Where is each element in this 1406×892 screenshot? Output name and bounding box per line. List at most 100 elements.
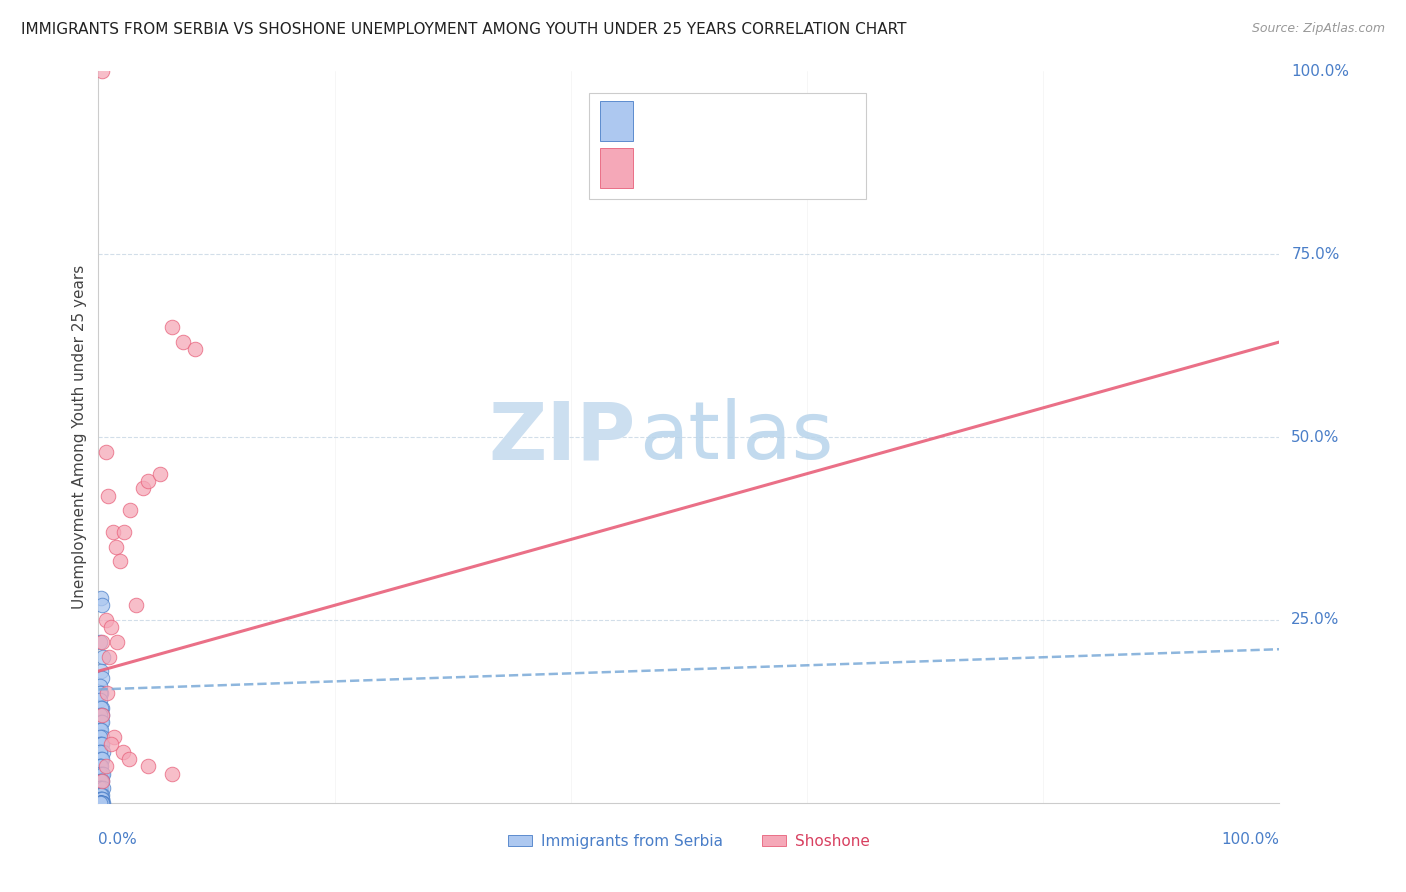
Point — [149, 467, 172, 481]
Bar — [600, 101, 634, 141]
Point — [94, 759, 117, 773]
Point — [91, 766, 114, 780]
Point — [172, 334, 194, 349]
Point — [125, 599, 148, 613]
Point — [160, 766, 183, 780]
Point — [136, 759, 159, 773]
Point — [101, 525, 124, 540]
Point — [89, 781, 111, 796]
Point — [91, 700, 114, 714]
Text: 50.0%: 50.0% — [1291, 430, 1340, 444]
Point — [89, 796, 111, 810]
Point — [90, 796, 112, 810]
Point — [89, 766, 111, 780]
Point — [94, 613, 117, 627]
Text: ZIP: ZIP — [488, 398, 636, 476]
Point — [89, 789, 111, 803]
Point — [89, 796, 111, 810]
Point — [90, 796, 112, 810]
FancyBboxPatch shape — [589, 94, 866, 200]
Point — [160, 320, 183, 334]
Point — [89, 781, 111, 796]
Point — [89, 679, 111, 693]
Point — [91, 745, 114, 759]
Point — [103, 730, 125, 744]
Text: R = 0.088   N = 66: R = 0.088 N = 66 — [648, 112, 813, 129]
Point — [90, 796, 112, 810]
Point — [90, 664, 112, 678]
Text: 25.0%: 25.0% — [1291, 613, 1340, 627]
Bar — [600, 148, 634, 188]
Point — [91, 789, 114, 803]
Text: 100.0%: 100.0% — [1291, 64, 1350, 78]
Point — [89, 759, 111, 773]
Point — [89, 745, 111, 759]
Point — [91, 792, 114, 806]
Point — [89, 635, 111, 649]
Point — [91, 773, 114, 788]
Text: 75.0%: 75.0% — [1291, 247, 1340, 261]
Point — [91, 672, 114, 686]
Point — [91, 796, 114, 810]
Legend: Immigrants from Serbia, Shoshone: Immigrants from Serbia, Shoshone — [502, 828, 876, 855]
Point — [112, 525, 135, 540]
Point — [91, 792, 114, 806]
Point — [90, 781, 112, 796]
Point — [91, 599, 114, 613]
Point — [100, 737, 122, 751]
Point — [136, 474, 159, 488]
Point — [91, 649, 114, 664]
Text: Source: ZipAtlas.com: Source: ZipAtlas.com — [1251, 22, 1385, 36]
Point — [90, 700, 112, 714]
Point — [90, 796, 112, 810]
Point — [90, 792, 112, 806]
Point — [89, 723, 111, 737]
Point — [91, 796, 114, 810]
Point — [90, 789, 112, 803]
Point — [91, 766, 114, 780]
Point — [100, 620, 122, 634]
Point — [90, 686, 112, 700]
Point — [91, 635, 114, 649]
Point — [90, 723, 112, 737]
Point — [89, 693, 111, 707]
Point — [90, 715, 112, 730]
Point — [105, 540, 128, 554]
Point — [91, 708, 114, 723]
Text: 0.0%: 0.0% — [98, 832, 138, 847]
Point — [89, 796, 111, 810]
Point — [90, 591, 112, 605]
Point — [105, 635, 128, 649]
Point — [112, 745, 135, 759]
Point — [89, 796, 111, 810]
Point — [89, 773, 111, 788]
Text: atlas: atlas — [640, 398, 834, 476]
Point — [90, 759, 112, 773]
Point — [89, 792, 111, 806]
Point — [90, 773, 112, 788]
Point — [89, 745, 111, 759]
Point — [91, 781, 114, 796]
Point — [94, 444, 117, 458]
Point — [90, 737, 112, 751]
Point — [89, 796, 111, 810]
Point — [89, 730, 111, 744]
Point — [90, 752, 112, 766]
Point — [91, 752, 114, 766]
Point — [89, 796, 111, 810]
Point — [89, 789, 111, 803]
Point — [91, 737, 114, 751]
Y-axis label: Unemployment Among Youth under 25 years: Unemployment Among Youth under 25 years — [72, 265, 87, 609]
Point — [98, 649, 121, 664]
Text: R = 0.537   N = 30: R = 0.537 N = 30 — [648, 160, 813, 178]
Point — [91, 796, 114, 810]
Point — [108, 554, 131, 568]
Point — [96, 686, 118, 700]
Point — [89, 708, 111, 723]
Point — [118, 752, 141, 766]
Point — [89, 686, 111, 700]
Point — [91, 730, 114, 744]
Point — [97, 489, 120, 503]
Point — [91, 64, 114, 78]
Point — [91, 796, 114, 810]
